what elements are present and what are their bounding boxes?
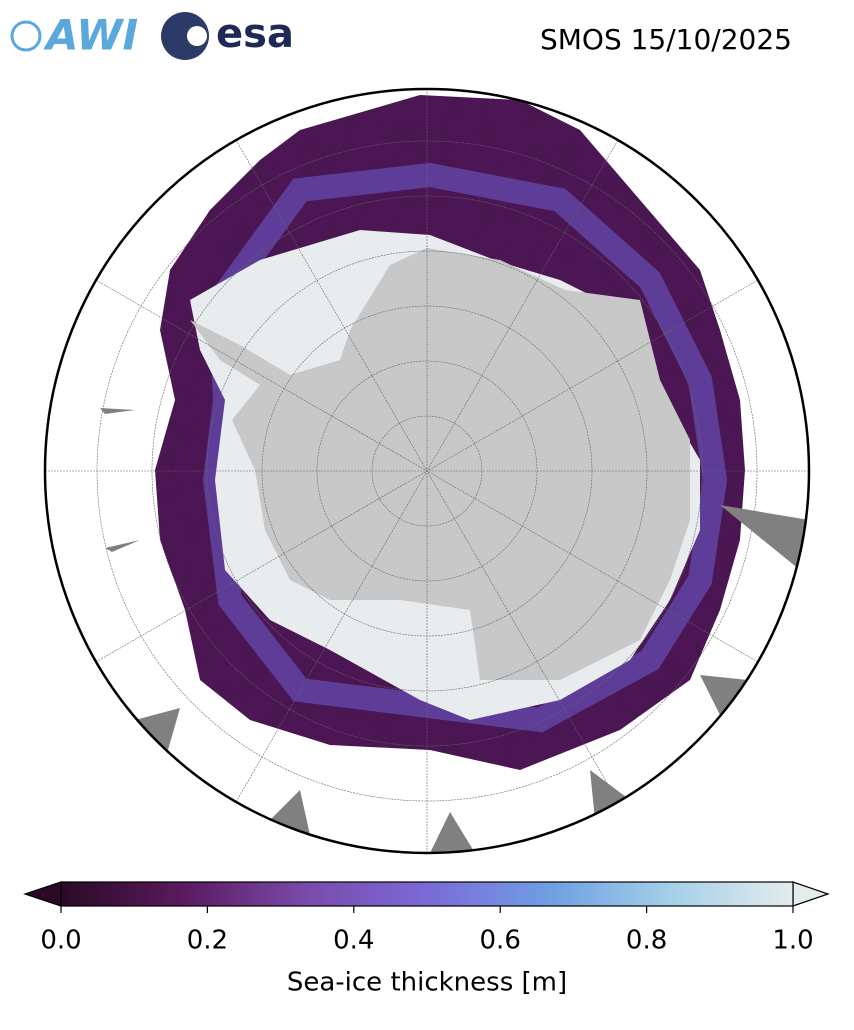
logo-text: AWI <box>43 11 138 60</box>
graticule <box>45 89 809 853</box>
antarctica <box>190 248 690 680</box>
tick-label: 0.0 <box>40 926 81 956</box>
colorbar-gradient <box>60 881 794 907</box>
map-boundary <box>43 87 811 855</box>
colorbar-extend-high <box>792 881 830 907</box>
title: SMOS 15/10/2025 <box>540 23 792 56</box>
tick-label: 0.8 <box>626 926 667 956</box>
colorbar-label: Sea-ice thickness [m] <box>287 968 567 998</box>
colorbar: 0.0 0.2 0.4 0.6 0.8 1.0 Sea-ice thickness [m] <box>23 881 830 998</box>
esa-logo: esa <box>161 11 294 60</box>
tick-label: 0.4 <box>333 926 374 956</box>
logo-text: esa <box>216 11 294 57</box>
tick-label: 0.2 <box>187 926 228 956</box>
tick-label: 0.6 <box>480 926 521 956</box>
awi-logo: AWI <box>10 11 138 60</box>
tick-label: 1.0 <box>772 926 813 956</box>
map <box>45 89 809 853</box>
colorbar-extend-low <box>23 881 62 907</box>
